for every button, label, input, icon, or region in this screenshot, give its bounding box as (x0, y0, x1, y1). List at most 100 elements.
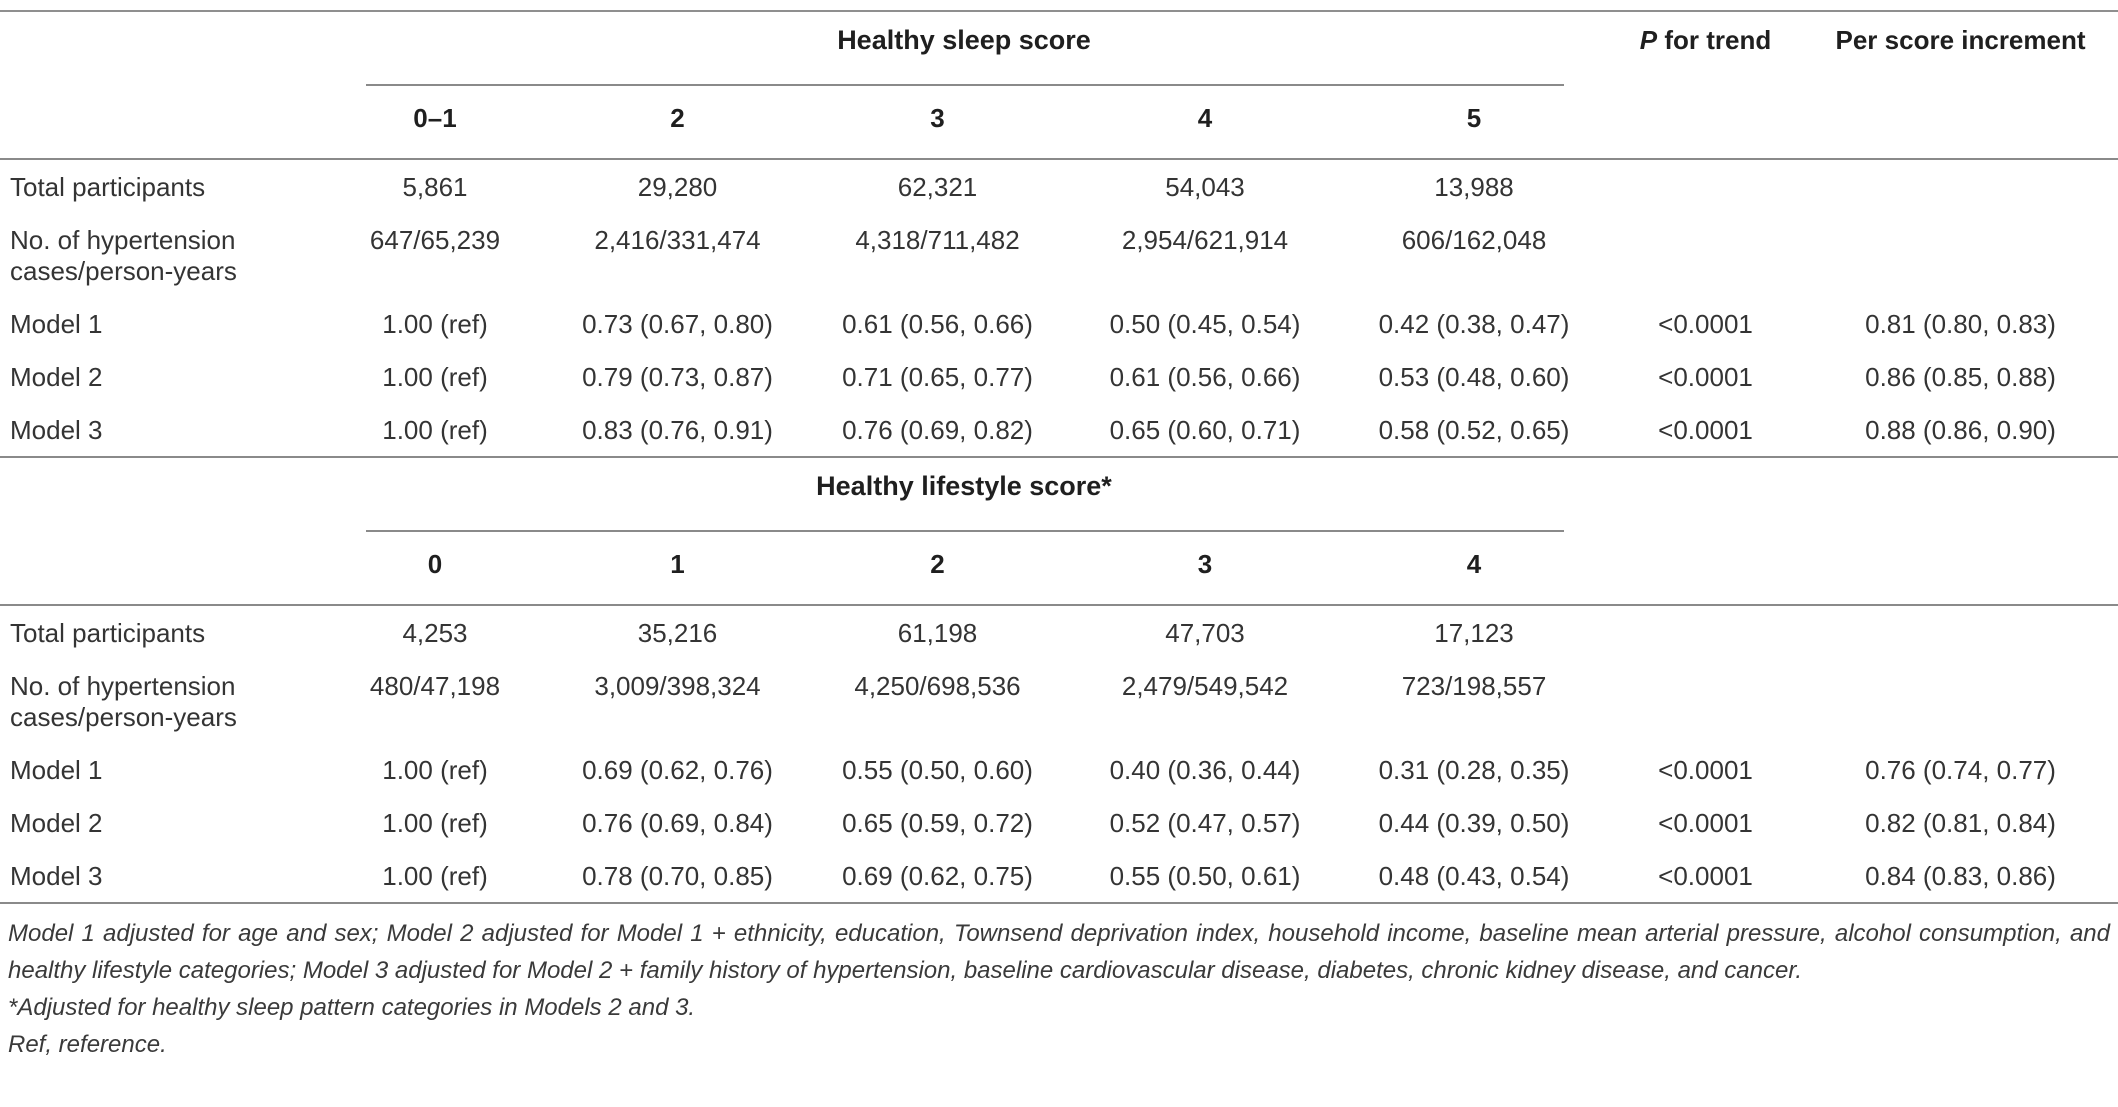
per-score-cell: 0.84 (0.83, 0.86) (1803, 849, 2118, 904)
empty-cell (1608, 533, 1804, 606)
p-value-cell: <0.0001 (1658, 808, 1753, 838)
empty-cell (1608, 457, 1803, 533)
cell: 61,198 (897, 618, 978, 648)
sleep-group-header-cell: Healthy sleep score (320, 11, 1608, 87)
lifestyle-col-header-3: 3 (1070, 533, 1340, 606)
row-label: No. of hypertension cases/person-years (10, 225, 237, 286)
cell: 13,988 (1434, 172, 1514, 202)
lifestyle-col-headers-row: 0 1 2 3 4 (0, 533, 2118, 606)
per-score-increment-header: Per score increment (1835, 25, 2086, 55)
lifestyle-model-3-row: Model 3 1.00 (ref) 0.78 (0.70, 0.85) 0.6… (0, 849, 2118, 904)
row-label: Model 1 (10, 309, 103, 339)
cell: 0.78 (0.70, 0.85) (550, 849, 805, 904)
cell: 0.53 (0.48, 0.60) (1378, 362, 1570, 392)
empty-cell (1608, 605, 1803, 659)
sleep-model-3-row: Model 3 1.00 (ref) 0.83 (0.76, 0.91) 0.7… (0, 403, 2118, 458)
cell: 0.31 (0.28, 0.35) (1378, 755, 1570, 785)
lifestyle-cases-person-years-row: No. of hypertension cases/person-years 4… (0, 659, 2118, 743)
cell: 0.61 (0.56, 0.66) (1109, 362, 1301, 392)
cell: 1.00 (ref) (320, 403, 550, 458)
empty-cell (0, 11, 320, 87)
cell: 0.79 (0.73, 0.87) (582, 362, 773, 392)
cell: 0.48 (0.43, 0.54) (1340, 849, 1609, 904)
cell: 0.71 (0.65, 0.77) (842, 362, 1033, 392)
cell: 1.00 (ref) (382, 755, 488, 785)
sleep-model-1-row: Model 1 1.00 (ref) 0.73 (0.67, 0.80) 0.6… (0, 297, 2118, 350)
footnote-ref: Ref, reference. (8, 1031, 167, 1058)
cell: 1.00 (ref) (320, 849, 550, 904)
lifestyle-group-header-cell: Healthy lifestyle score* (320, 457, 1608, 533)
p-for-trend-italic-p: P (1639, 25, 1658, 55)
cell: 2,479/549,542 (1121, 671, 1289, 701)
lifestyle-col-header-0: 0 (320, 533, 550, 606)
cell: 0.69 (0.62, 0.76) (582, 755, 773, 785)
lifestyle-col-header-2: 2 (805, 533, 1070, 606)
cell: 606/162,048 (1401, 225, 1547, 255)
empty-cell (1803, 87, 2118, 160)
cell: 62,321 (897, 172, 978, 202)
sleep-col-header-4: 4 (1070, 87, 1340, 160)
cell: 0.50 (0.45, 0.54) (1109, 309, 1301, 339)
cell: 0.76 (0.69, 0.84) (582, 808, 773, 838)
lifestyle-col-header-4: 4 (1340, 533, 1609, 606)
sleep-group-header-row: Healthy sleep score P for trend Per scor… (0, 11, 2118, 87)
p-value-cell: <0.0001 (1608, 403, 1804, 458)
sleep-model-2-row: Model 2 1.00 (ref) 0.79 (0.73, 0.87) 0.7… (0, 350, 2118, 403)
cell: 0.55 (0.50, 0.61) (1070, 849, 1340, 904)
empty-cell (1803, 457, 2118, 533)
p-value-cell: <0.0001 (1608, 849, 1804, 904)
empty-cell (1803, 659, 2118, 743)
sleep-group-underline (366, 84, 1565, 86)
cell: 1.00 (ref) (382, 362, 488, 392)
cell: 480/47,198 (369, 671, 501, 701)
empty-cell (0, 457, 320, 533)
per-score-cell: 0.82 (0.81, 0.84) (1865, 808, 2056, 838)
per-score-cell: 0.88 (0.86, 0.90) (1803, 403, 2118, 458)
cell: 0.65 (0.59, 0.72) (842, 808, 1033, 838)
cell: 3,009/398,324 (594, 671, 761, 701)
empty-cell (1608, 87, 1804, 160)
cell: 0.40 (0.36, 0.44) (1109, 755, 1301, 785)
cell: 35,216 (637, 618, 718, 648)
sleep-col-header-2: 2 (550, 87, 805, 160)
row-label: Model 3 (0, 849, 320, 904)
sleep-cases-person-years-row: No. of hypertension cases/person-years 6… (0, 213, 2118, 297)
table-figure: Healthy sleep score P for trend Per scor… (0, 10, 2118, 1063)
sleep-total-participants-row: Total participants 5,861 29,280 62,321 5… (0, 159, 2118, 213)
sleep-group-title: Healthy sleep score (837, 25, 1091, 55)
per-score-cell: 0.81 (0.80, 0.83) (1865, 309, 2056, 339)
cell: 54,043 (1165, 172, 1245, 202)
p-value-cell: <0.0001 (1658, 309, 1753, 339)
cell: 0.44 (0.39, 0.50) (1378, 808, 1570, 838)
footnote-asterisk: *Adjusted for healthy sleep pattern cate… (8, 994, 696, 1021)
footnotes: Model 1 adjusted for age and sex; Model … (8, 915, 2110, 1063)
lifestyle-col-header-1: 1 (550, 533, 805, 606)
cell: 647/65,239 (369, 225, 501, 255)
cell: 0.83 (0.76, 0.91) (550, 403, 805, 458)
empty-cell (0, 87, 320, 160)
p-value-cell: <0.0001 (1658, 755, 1753, 785)
cell: 0.73 (0.67, 0.80) (582, 309, 773, 339)
lifestyle-group-underline (366, 530, 1565, 532)
empty-cell (1803, 605, 2118, 659)
cell: 1.00 (ref) (382, 309, 488, 339)
cell: 47,703 (1165, 618, 1245, 648)
empty-cell (1608, 659, 1803, 743)
row-label: Total participants (10, 618, 206, 648)
lifestyle-total-participants-row: Total participants 4,253 35,216 61,198 4… (0, 605, 2118, 659)
empty-cell (0, 533, 320, 606)
cell: 0.58 (0.52, 0.65) (1340, 403, 1609, 458)
p-value-cell: <0.0001 (1658, 362, 1753, 392)
results-table: Healthy sleep score P for trend Per scor… (0, 10, 2118, 904)
per-score-cell: 0.76 (0.74, 0.77) (1865, 755, 2056, 785)
cell: 0.42 (0.38, 0.47) (1378, 309, 1570, 339)
cell: 0.61 (0.56, 0.66) (842, 309, 1033, 339)
row-label: Model 1 (10, 755, 103, 785)
cell: 0.76 (0.69, 0.82) (805, 403, 1070, 458)
cell: 4,250/698,536 (854, 671, 1021, 701)
per-score-cell: 0.86 (0.85, 0.88) (1865, 362, 2056, 392)
row-label: Model 2 (10, 808, 103, 838)
sleep-col-header-3: 3 (805, 87, 1070, 160)
cell: 17,123 (1434, 618, 1514, 648)
lifestyle-group-header-row: Healthy lifestyle score* (0, 457, 2118, 533)
